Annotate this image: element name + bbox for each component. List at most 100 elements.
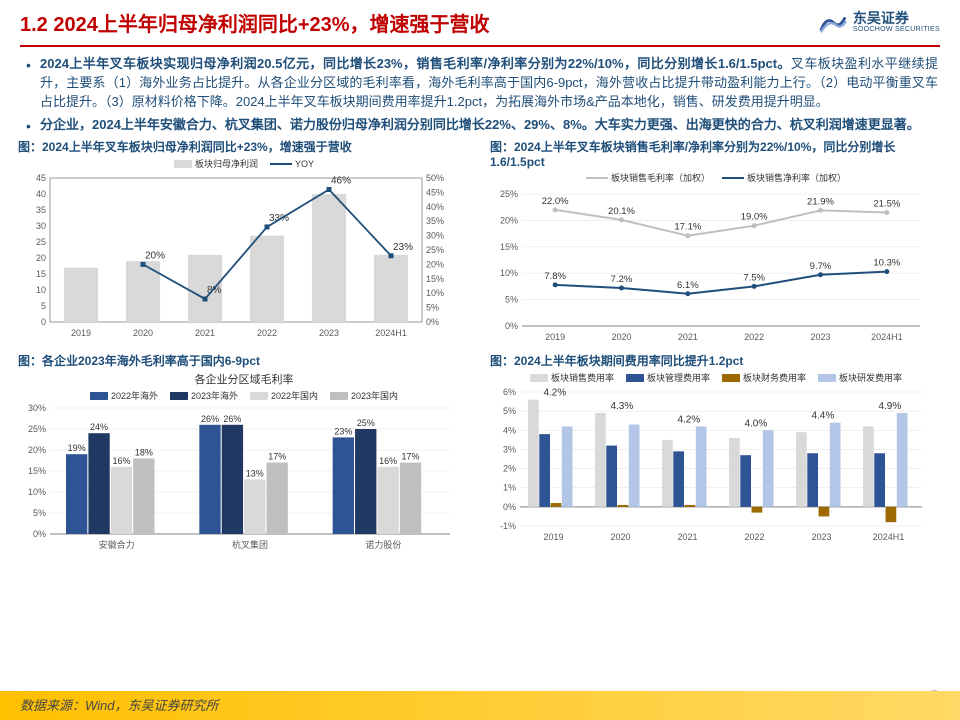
svg-text:-1%: -1% [500, 521, 516, 531]
svg-text:5%: 5% [33, 508, 46, 518]
svg-text:20: 20 [36, 253, 46, 263]
chart4-legend-item: 板块销售费用率 [530, 371, 614, 384]
svg-text:30%: 30% [28, 404, 46, 413]
chart3-legend-item: 2022年国内 [250, 389, 318, 402]
svg-text:40%: 40% [426, 202, 444, 212]
svg-text:26%: 26% [223, 414, 241, 424]
chart1-legend-bar-swatch [174, 160, 192, 168]
svg-text:21.9%: 21.9% [807, 197, 834, 208]
svg-text:45%: 45% [426, 188, 444, 198]
svg-text:17%: 17% [402, 452, 420, 462]
bullet-bold: 分企业，2024上半年安徽合力、杭叉集团、诺力股份归母净利润分别同比增长22%、… [40, 117, 920, 132]
chart1-svg: 0510152025303540450%5%10%15%20%25%30%35%… [18, 172, 458, 342]
svg-text:20.1%: 20.1% [608, 206, 635, 217]
chart3-legend-item: 2023年国内 [330, 389, 398, 402]
svg-text:40: 40 [36, 189, 46, 199]
company-logo: 东吴证券 SOOCHOW SECURITIES [819, 11, 940, 35]
svg-text:5%: 5% [426, 303, 439, 313]
svg-text:10.3%: 10.3% [873, 258, 900, 269]
svg-text:45: 45 [36, 173, 46, 183]
chart3-legend-item: 2022年海外 [90, 389, 158, 402]
legend-swatch [818, 374, 836, 382]
svg-text:50%: 50% [426, 173, 444, 183]
svg-text:2%: 2% [503, 464, 516, 474]
svg-text:5%: 5% [503, 407, 516, 417]
svg-text:6.1%: 6.1% [677, 280, 699, 291]
chart1-legend: 板块归母净利润 YOY [18, 157, 470, 170]
svg-text:46%: 46% [331, 176, 351, 187]
chart2-block: 图：2024上半年叉车板块销售毛利率/净利率分别为22%/10%，同比分别增长1… [490, 138, 942, 346]
logo-text-en: SOOCHOW SECURITIES [853, 26, 940, 34]
svg-text:19%: 19% [68, 444, 86, 454]
svg-text:20%: 20% [28, 445, 46, 455]
legend-label: 2023年海外 [191, 389, 238, 402]
svg-text:2021: 2021 [677, 532, 697, 542]
chart1-legend-line-swatch [270, 163, 292, 165]
svg-text:30: 30 [36, 221, 46, 231]
chart1-legend-line-label: YOY [295, 159, 314, 169]
chart3-subtitle: 各企业分区域毛利率 [18, 371, 470, 387]
svg-text:2022: 2022 [744, 332, 764, 342]
svg-text:2022: 2022 [744, 532, 764, 542]
chart4-legend-item: 板块财务费用率 [722, 371, 806, 384]
svg-text:2021: 2021 [678, 332, 698, 342]
legend-swatch [722, 374, 740, 382]
svg-text:0%: 0% [33, 529, 46, 539]
svg-text:25%: 25% [28, 424, 46, 434]
svg-text:13%: 13% [246, 469, 264, 479]
svg-text:2024H1: 2024H1 [871, 332, 903, 342]
charts-area: 图：2024上半年叉车板块归母净利润同比+23%，增速强于营收 板块归母净利润 … [0, 138, 960, 554]
footer: 数据来源：Wind，东吴证券研究所 [0, 691, 960, 720]
chart2-svg: 0%5%10%15%20%25%201920202021202220232024… [490, 186, 930, 346]
svg-text:26%: 26% [201, 414, 219, 424]
svg-text:0%: 0% [426, 317, 439, 327]
chart1-title: 图：2024上半年叉车板块归母净利润同比+23%，增速强于营收 [18, 138, 470, 155]
svg-text:24%: 24% [90, 423, 108, 433]
svg-text:25%: 25% [500, 189, 518, 199]
legend-label: 2023年国内 [351, 389, 398, 402]
svg-text:10%: 10% [426, 289, 444, 299]
svg-text:6%: 6% [503, 387, 516, 397]
chart3-svg: 0%5%10%15%20%25%30%19%24%16%18%安徽合力26%26… [18, 404, 458, 554]
svg-text:7.8%: 7.8% [544, 271, 566, 282]
svg-text:2020: 2020 [611, 332, 631, 342]
chart4-legend: 板块销售费用率板块管理费用率板块财务费用率板块研发费用率 [490, 371, 942, 384]
svg-text:22.0%: 22.0% [542, 196, 569, 207]
chart4-svg: -1%0%1%2%3%4%5%6%4.2%20194.3%20204.2%202… [490, 386, 930, 546]
svg-text:7.5%: 7.5% [743, 273, 765, 284]
svg-text:诺力股份: 诺力股份 [365, 539, 401, 550]
svg-text:4.9%: 4.9% [878, 401, 901, 412]
svg-text:2024H1: 2024H1 [873, 532, 905, 542]
svg-text:16%: 16% [112, 456, 130, 466]
svg-text:5: 5 [41, 301, 46, 311]
chart3-block: 图：各企业2023年海外毛利率高于国内6-9pct 各企业分区域毛利率 2022… [18, 352, 470, 554]
svg-text:20%: 20% [426, 260, 444, 270]
chart2-legend-a-swatch [586, 177, 608, 179]
svg-text:2019: 2019 [71, 328, 91, 338]
chart2-legend: 板块销售毛利率（加权） 板块销售净利率（加权） [490, 171, 942, 184]
bullet-item: 分企业，2024上半年安徽合力、杭叉集团、诺力股份归母净利润分别同比增长22%、… [22, 116, 938, 135]
chart3-legend: 2022年海外 2023年海外 2022年国内 2023年国内 [18, 389, 470, 402]
chart2-legend-a-label: 板块销售毛利率（加权） [611, 171, 710, 184]
svg-text:7.2%: 7.2% [611, 274, 633, 285]
logo-icon [819, 11, 847, 35]
svg-text:0%: 0% [503, 502, 516, 512]
svg-text:17.1%: 17.1% [674, 222, 701, 233]
svg-text:1%: 1% [503, 483, 516, 493]
chart4-legend-item: 板块管理费用率 [626, 371, 710, 384]
chart2-legend-b-label: 板块销售净利率（加权） [747, 171, 846, 184]
svg-text:4.4%: 4.4% [811, 411, 834, 422]
chart1-legend-bar-label: 板块归母净利润 [195, 157, 258, 170]
logo-text-cn: 东吴证券 [853, 11, 940, 26]
svg-text:15: 15 [36, 269, 46, 279]
svg-text:25%: 25% [426, 245, 444, 255]
svg-text:0%: 0% [505, 321, 518, 331]
chart2-legend-b-swatch [722, 177, 744, 179]
legend-swatch [90, 392, 108, 400]
svg-text:0: 0 [41, 317, 46, 327]
svg-text:9.7%: 9.7% [810, 261, 832, 272]
svg-text:4.2%: 4.2% [543, 388, 566, 399]
svg-text:杭叉集团: 杭叉集团 [232, 539, 268, 550]
svg-text:10%: 10% [500, 269, 518, 279]
legend-swatch [330, 392, 348, 400]
